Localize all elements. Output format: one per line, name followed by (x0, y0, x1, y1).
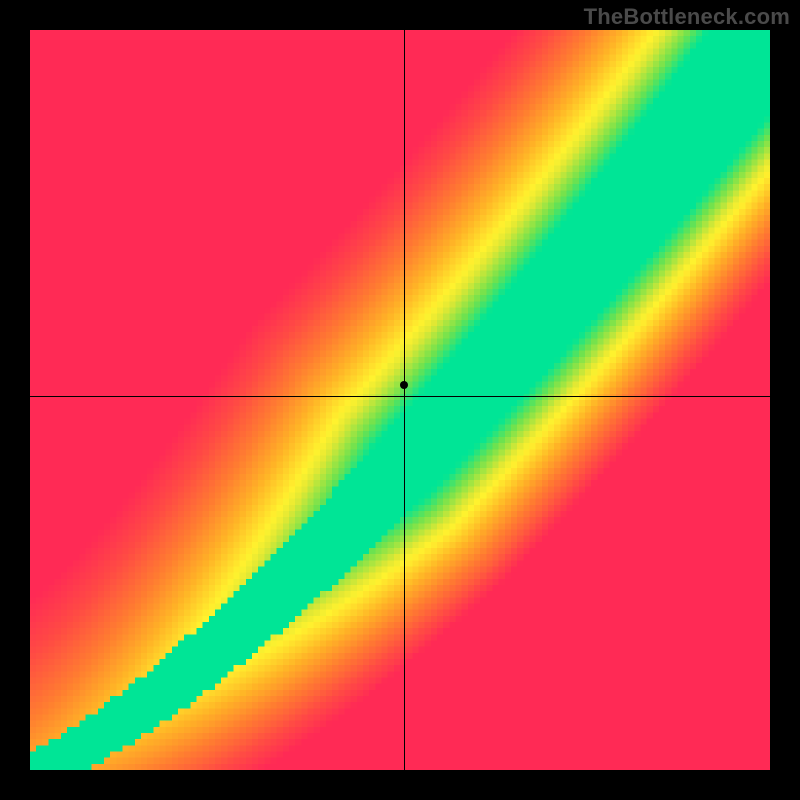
watermark-text: TheBottleneck.com (584, 4, 790, 30)
crosshair-vertical (404, 30, 405, 770)
chart-frame: TheBottleneck.com (0, 0, 800, 800)
crosshair-horizontal (30, 396, 770, 397)
selected-point-marker (400, 381, 408, 389)
plot-area (30, 30, 770, 770)
bottleneck-heatmap (30, 30, 770, 770)
